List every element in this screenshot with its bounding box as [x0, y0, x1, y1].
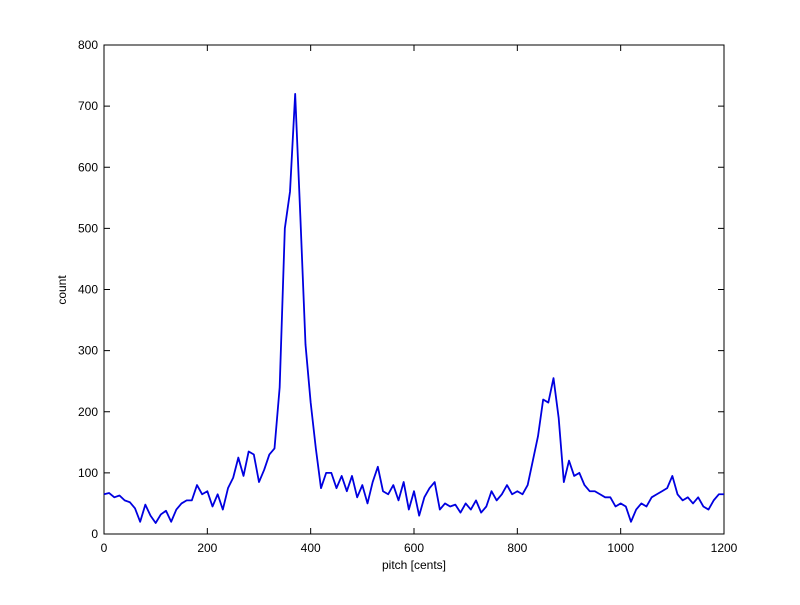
y-tick-label: 700 [78, 99, 98, 113]
plot-box [103, 44, 725, 535]
y-tick-label: 800 [78, 38, 98, 52]
x-axis-label: pitch [cents] [382, 558, 446, 572]
x-tick-label: 200 [197, 541, 217, 555]
x-tick-label: 400 [301, 541, 321, 555]
y-tick-label: 200 [78, 405, 98, 419]
x-tick-label: 800 [507, 541, 527, 555]
y-tick-label: 0 [91, 527, 98, 541]
y-axis-label: count [55, 275, 69, 305]
y-tick-label: 300 [78, 344, 98, 358]
y-tick-label: 600 [78, 160, 98, 174]
x-tick-label: 1200 [711, 541, 738, 555]
y-tick-label: 400 [78, 283, 98, 297]
x-tick-label: 1000 [607, 541, 634, 555]
x-tick-label: 0 [101, 541, 108, 555]
x-tick-label: 600 [404, 541, 424, 555]
data-line [103, 93, 724, 524]
y-tick-label: 100 [78, 466, 98, 480]
y-tick-label: 500 [78, 221, 98, 235]
